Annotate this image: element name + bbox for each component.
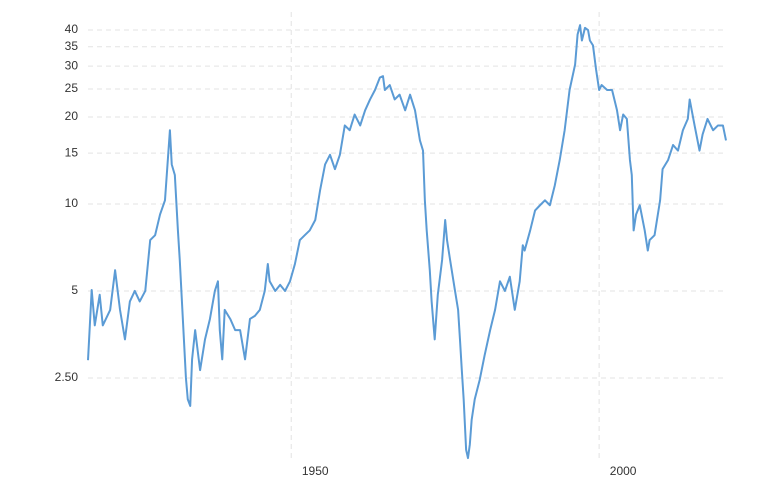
y-tick-label: 5: [71, 283, 78, 297]
y-tick-label: 35: [65, 39, 79, 53]
y-tick-label: 2.50: [55, 370, 79, 384]
y-tick-label: 40: [65, 22, 79, 36]
x-tick-label: 1950: [302, 464, 329, 478]
y-tick-label: 25: [65, 81, 79, 95]
y-tick-label: 10: [65, 196, 79, 210]
y-tick-label: 20: [65, 109, 79, 123]
y-tick-label: 30: [65, 58, 79, 72]
line: [87, 24, 727, 460]
x-tick-label: 2000: [610, 464, 637, 478]
y-tick-label: 15: [65, 145, 79, 159]
